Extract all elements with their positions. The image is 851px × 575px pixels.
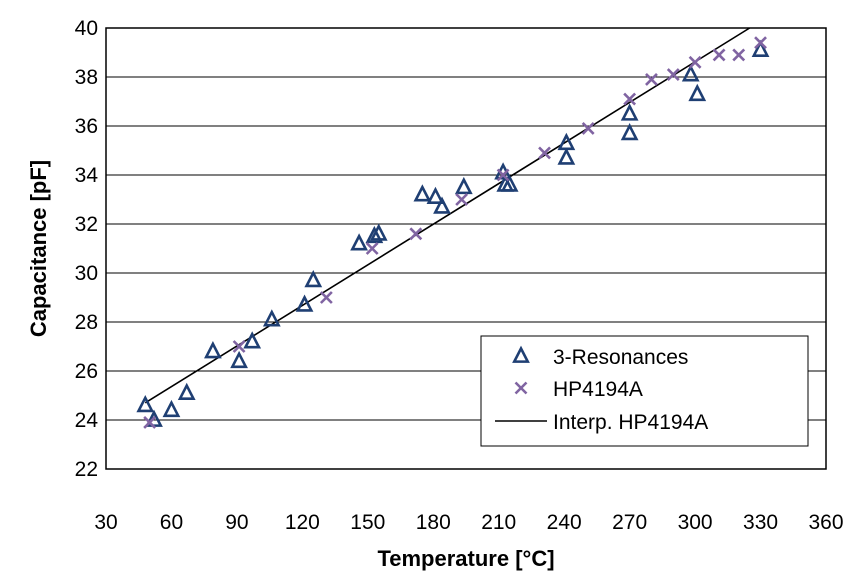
legend-triangle-marker bbox=[512, 345, 530, 363]
point-3-resonances bbox=[557, 147, 576, 165]
point-hp4194a bbox=[645, 73, 658, 86]
point-3-resonances bbox=[620, 123, 639, 141]
point-hp4194a bbox=[666, 68, 680, 81]
legend-box bbox=[480, 335, 809, 447]
x-tick-label: 90 bbox=[225, 511, 248, 534]
point-hp4194a bbox=[712, 48, 726, 62]
y-axis-label: Capacitance [pF] bbox=[26, 160, 51, 337]
x-tick-label: 300 bbox=[678, 511, 713, 534]
point-3-resonances bbox=[688, 83, 707, 102]
y-tick-label: 32 bbox=[75, 213, 98, 236]
legend-symbol-hp4194a bbox=[514, 381, 528, 395]
point-3-resonances bbox=[162, 399, 181, 418]
x-tick-label: 240 bbox=[547, 511, 582, 534]
point-hp4194a bbox=[623, 92, 637, 106]
x-axis-ticks: 30 60 90 120 150 180 210 240 270 300 330 360 bbox=[94, 511, 843, 534]
point-3-resonances bbox=[369, 223, 388, 241]
grid-lines bbox=[106, 76, 826, 421]
point-hp4194a bbox=[365, 242, 379, 255]
point-3-resonances bbox=[620, 103, 639, 121]
point-3-resonances bbox=[681, 64, 700, 82]
x-tick-label: 150 bbox=[350, 511, 385, 534]
y-tick-label: 30 bbox=[75, 262, 98, 285]
point-3-resonances bbox=[454, 176, 473, 195]
legend: 3-Resonances HP4194A Interp. HP4194A bbox=[480, 335, 809, 447]
x-tick-label: 180 bbox=[416, 511, 451, 534]
x-tick-label: 120 bbox=[285, 511, 320, 534]
x-tick-label: 330 bbox=[743, 511, 778, 534]
point-hp4194a bbox=[143, 416, 157, 429]
legend-label-interp-hp4194a: Interp. HP4194A bbox=[553, 411, 708, 434]
point-3-resonances bbox=[433, 196, 451, 214]
point-3-resonances bbox=[304, 270, 323, 288]
x-tick-label: 60 bbox=[160, 511, 183, 534]
legend-label-3-resonances: 3-Resonances bbox=[553, 346, 688, 369]
x-axis-label: Temperature [°C] bbox=[377, 546, 554, 571]
point-3-resonances bbox=[751, 39, 770, 57]
point-3-resonances bbox=[500, 174, 519, 192]
point-hp4194a bbox=[754, 36, 767, 50]
y-tick-label: 38 bbox=[75, 66, 98, 89]
point-3-resonances bbox=[136, 394, 155, 413]
plot-area-border bbox=[105, 27, 827, 470]
point-3-resonances bbox=[365, 225, 384, 244]
point-hp4194a bbox=[455, 193, 469, 206]
y-tick-label: 34 bbox=[75, 164, 99, 187]
point-hp4194a bbox=[496, 168, 510, 182]
y-tick-label: 26 bbox=[75, 360, 98, 383]
point-3-resonances bbox=[204, 341, 222, 359]
point-hp4194a bbox=[688, 55, 702, 69]
point-hp4194a bbox=[409, 227, 423, 241]
point-3-resonances bbox=[350, 233, 368, 251]
y-tick-label: 24 bbox=[75, 409, 99, 432]
point-3-resonances bbox=[177, 382, 196, 400]
legend-label-hp4194a: HP4194A bbox=[553, 378, 643, 401]
legend-symbol-3-resonances bbox=[512, 345, 530, 363]
point-3-resonances bbox=[426, 186, 445, 204]
interp-hp4194a-line bbox=[144, 27, 751, 404]
point-3-resonances bbox=[295, 294, 314, 312]
y-tick-label: 40 bbox=[75, 17, 98, 40]
data-marks bbox=[136, 27, 770, 429]
point-3-resonances bbox=[243, 331, 262, 349]
point-3-resonances bbox=[230, 350, 248, 369]
point-3-resonances bbox=[262, 309, 281, 327]
point-hp4194a bbox=[732, 48, 746, 62]
x-tick-label: 30 bbox=[94, 511, 117, 534]
x-tick-label: 360 bbox=[808, 511, 843, 534]
x-tick-label: 210 bbox=[481, 511, 516, 534]
point-3-resonances bbox=[413, 184, 432, 202]
legend-cross-marker bbox=[514, 381, 528, 395]
point-hp4194a bbox=[538, 146, 551, 160]
y-tick-label: 22 bbox=[75, 458, 98, 481]
y-tick-label: 28 bbox=[75, 311, 98, 334]
x-tick-label: 270 bbox=[612, 511, 647, 534]
point-hp4194a bbox=[319, 291, 333, 304]
point-hp4194a bbox=[232, 340, 246, 353]
y-tick-label: 36 bbox=[75, 115, 98, 138]
y-axis-ticks: 22 24 26 28 30 32 34 36 38 40 bbox=[75, 17, 99, 481]
point-hp4194a bbox=[581, 122, 595, 135]
